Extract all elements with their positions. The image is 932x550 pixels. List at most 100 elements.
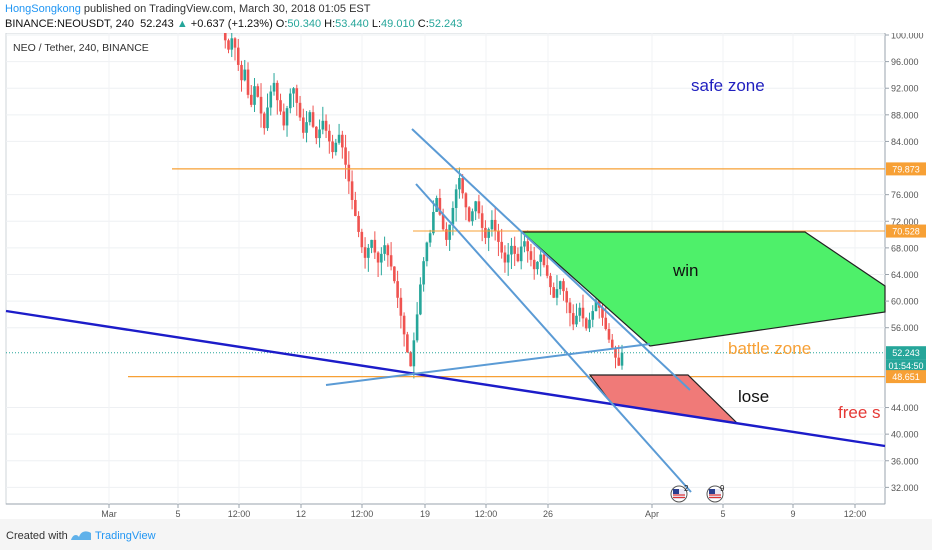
price-tag-bg (886, 224, 926, 238)
price-tick-label: 56.000 (891, 323, 919, 333)
candle-body (578, 307, 582, 316)
us-flag-event-icon[interactable]: 9 (706, 484, 725, 503)
publish-info: HongSongkong published on TradingView.co… (5, 3, 371, 15)
annotation-battle-zone: battle zone (728, 339, 811, 358)
candle-body (315, 126, 318, 139)
published-text: published on TradingView.com, March 30, … (80, 3, 371, 15)
candle-body (474, 201, 477, 212)
candle-body (262, 113, 266, 129)
candle-body (487, 229, 490, 238)
candle-body (328, 130, 331, 142)
candle-body (467, 207, 471, 222)
candle-body (383, 245, 386, 254)
candle-body (380, 253, 383, 263)
price-tick-label: 68.000 (891, 243, 919, 253)
candle-body (341, 134, 344, 148)
time-tick-label: Mar (101, 509, 117, 519)
annotation-free-s: free s (838, 403, 881, 422)
candle-body (464, 193, 468, 208)
candle-body (302, 117, 305, 133)
up-arrow-icon: ▲ (176, 18, 188, 30)
candle-body (454, 189, 458, 208)
annotation-win: win (672, 261, 699, 280)
candle-body (256, 86, 260, 97)
author-link[interactable]: HongSongkong (5, 3, 81, 15)
candle-body (344, 147, 347, 165)
candle-body (285, 108, 289, 126)
candle-body (269, 91, 273, 108)
candle-body (568, 302, 572, 314)
candle-body (536, 261, 539, 270)
candle-body (620, 352, 624, 366)
candle-body (562, 281, 565, 292)
candle-body (591, 311, 595, 320)
channel-upper-line[interactable] (411, 128, 691, 391)
price-tick-label: 32.000 (891, 483, 919, 493)
us-flag-event-icon[interactable]: 2 (670, 484, 689, 503)
chart-pane[interactable]: safe zone win battle zone lose free s NE… (0, 24, 932, 519)
candle-body (529, 251, 533, 260)
candle-body (513, 245, 516, 254)
candle-body (337, 134, 341, 143)
time-tick-label: 12:00 (351, 509, 374, 519)
candle-body (584, 318, 588, 329)
tradingview-logo-icon[interactable] (70, 528, 92, 542)
candle-body (526, 241, 529, 252)
ohlc-close: 52.243 (428, 18, 463, 30)
chart-title: NEO / Tether, 240, BINANCE (13, 42, 149, 54)
footer: Created with TradingView (0, 519, 932, 550)
candle-body (311, 112, 315, 127)
candle-body (451, 207, 455, 225)
time-tick-label: 26 (543, 509, 553, 519)
candle-body (601, 307, 604, 318)
time-tick-label: 12:00 (844, 509, 867, 519)
candle-body (506, 254, 510, 263)
channel-lower-line[interactable] (415, 183, 692, 493)
candle-body (347, 164, 351, 182)
candle-body (282, 111, 286, 126)
price-chart[interactable]: safe zone win battle zone lose free s NE… (0, 24, 932, 519)
candle-body (565, 291, 569, 303)
candle-body (227, 40, 230, 50)
candle-body (555, 289, 559, 298)
price-tag-bg (886, 370, 926, 384)
candle-body (477, 201, 481, 214)
candle-body (373, 239, 377, 253)
tradingview-brand-link[interactable]: TradingView (95, 530, 156, 542)
candle-body (275, 82, 279, 101)
candle-body (617, 357, 621, 366)
price-change: +0.637 (+1.23%) (190, 18, 273, 30)
candle-body (503, 252, 507, 263)
candle-body (425, 242, 429, 262)
candle-body (428, 233, 432, 243)
candle-body (402, 315, 406, 335)
candle-body (396, 281, 399, 298)
candle-body (354, 199, 357, 216)
candle-body (376, 252, 380, 263)
main-trend-line[interactable] (5, 309, 886, 448)
price-tag-label: 70.528 (892, 227, 920, 237)
price-tick-label: 60.000 (891, 297, 919, 307)
support-trend-line[interactable] (325, 343, 651, 386)
annotation-lose: lose (738, 387, 769, 406)
price-tag-label: 52.243 (892, 348, 920, 358)
candle-body (236, 47, 240, 65)
candle-body (393, 266, 396, 282)
candle-body (445, 229, 448, 240)
win-zone[interactable] (520, 231, 886, 347)
price-tick-label: 44.000 (891, 403, 919, 413)
event-badge: 9 (720, 484, 725, 493)
price-tag-bg (886, 162, 926, 176)
candle-body (350, 181, 354, 200)
time-tick-label: 9 (790, 509, 795, 519)
candle-body (458, 178, 461, 190)
candle-body (523, 241, 526, 247)
price-tick-label: 96.000 (891, 57, 919, 67)
candle-body (571, 313, 575, 325)
price-tick-label: 92.000 (891, 84, 919, 94)
candle-body (415, 314, 419, 341)
candle-body (406, 334, 409, 353)
candle-body (334, 142, 338, 153)
candle-body (461, 178, 464, 194)
